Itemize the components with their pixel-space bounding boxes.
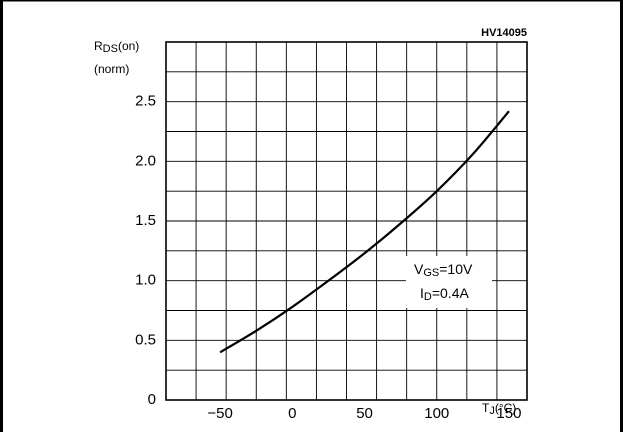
series-line-rdson — [219, 110, 510, 354]
series-layer — [219, 110, 510, 354]
x-tick-label: 150 — [496, 405, 521, 422]
y-tick-label: 1.0 — [135, 272, 156, 289]
y-tick-label: 0.5 — [135, 331, 156, 348]
y-tick-label: 2.5 — [135, 93, 156, 110]
y-tick-label: 0 — [148, 391, 156, 408]
x-ticks: −50 0 50 100 150 — [207, 405, 521, 422]
x-tick-label: 100 — [424, 405, 449, 422]
x-tick-label: −50 — [207, 405, 232, 422]
plot-border — [165, 41, 528, 401]
y-axis-label-norm: (norm) — [94, 62, 129, 76]
figure-code: HV14095 — [481, 27, 527, 39]
x-tick-label: 0 — [288, 405, 296, 422]
annotation-box — [406, 256, 492, 308]
annotation-id: ID=0.4A — [420, 285, 469, 303]
y-axis-label: RDS(on) — [94, 39, 139, 55]
y-ticks: 0 0.5 1.0 1.5 2.0 2.5 — [135, 93, 156, 408]
x-tick-label: 50 — [356, 405, 373, 422]
x-axis-label: TJ(°C) — [482, 401, 516, 417]
y-tick-label: 1.5 — [135, 212, 156, 229]
grid — [166, 42, 527, 400]
annotation-vgs: VGS=10V — [414, 261, 473, 279]
y-tick-label: 2.0 — [135, 152, 156, 169]
